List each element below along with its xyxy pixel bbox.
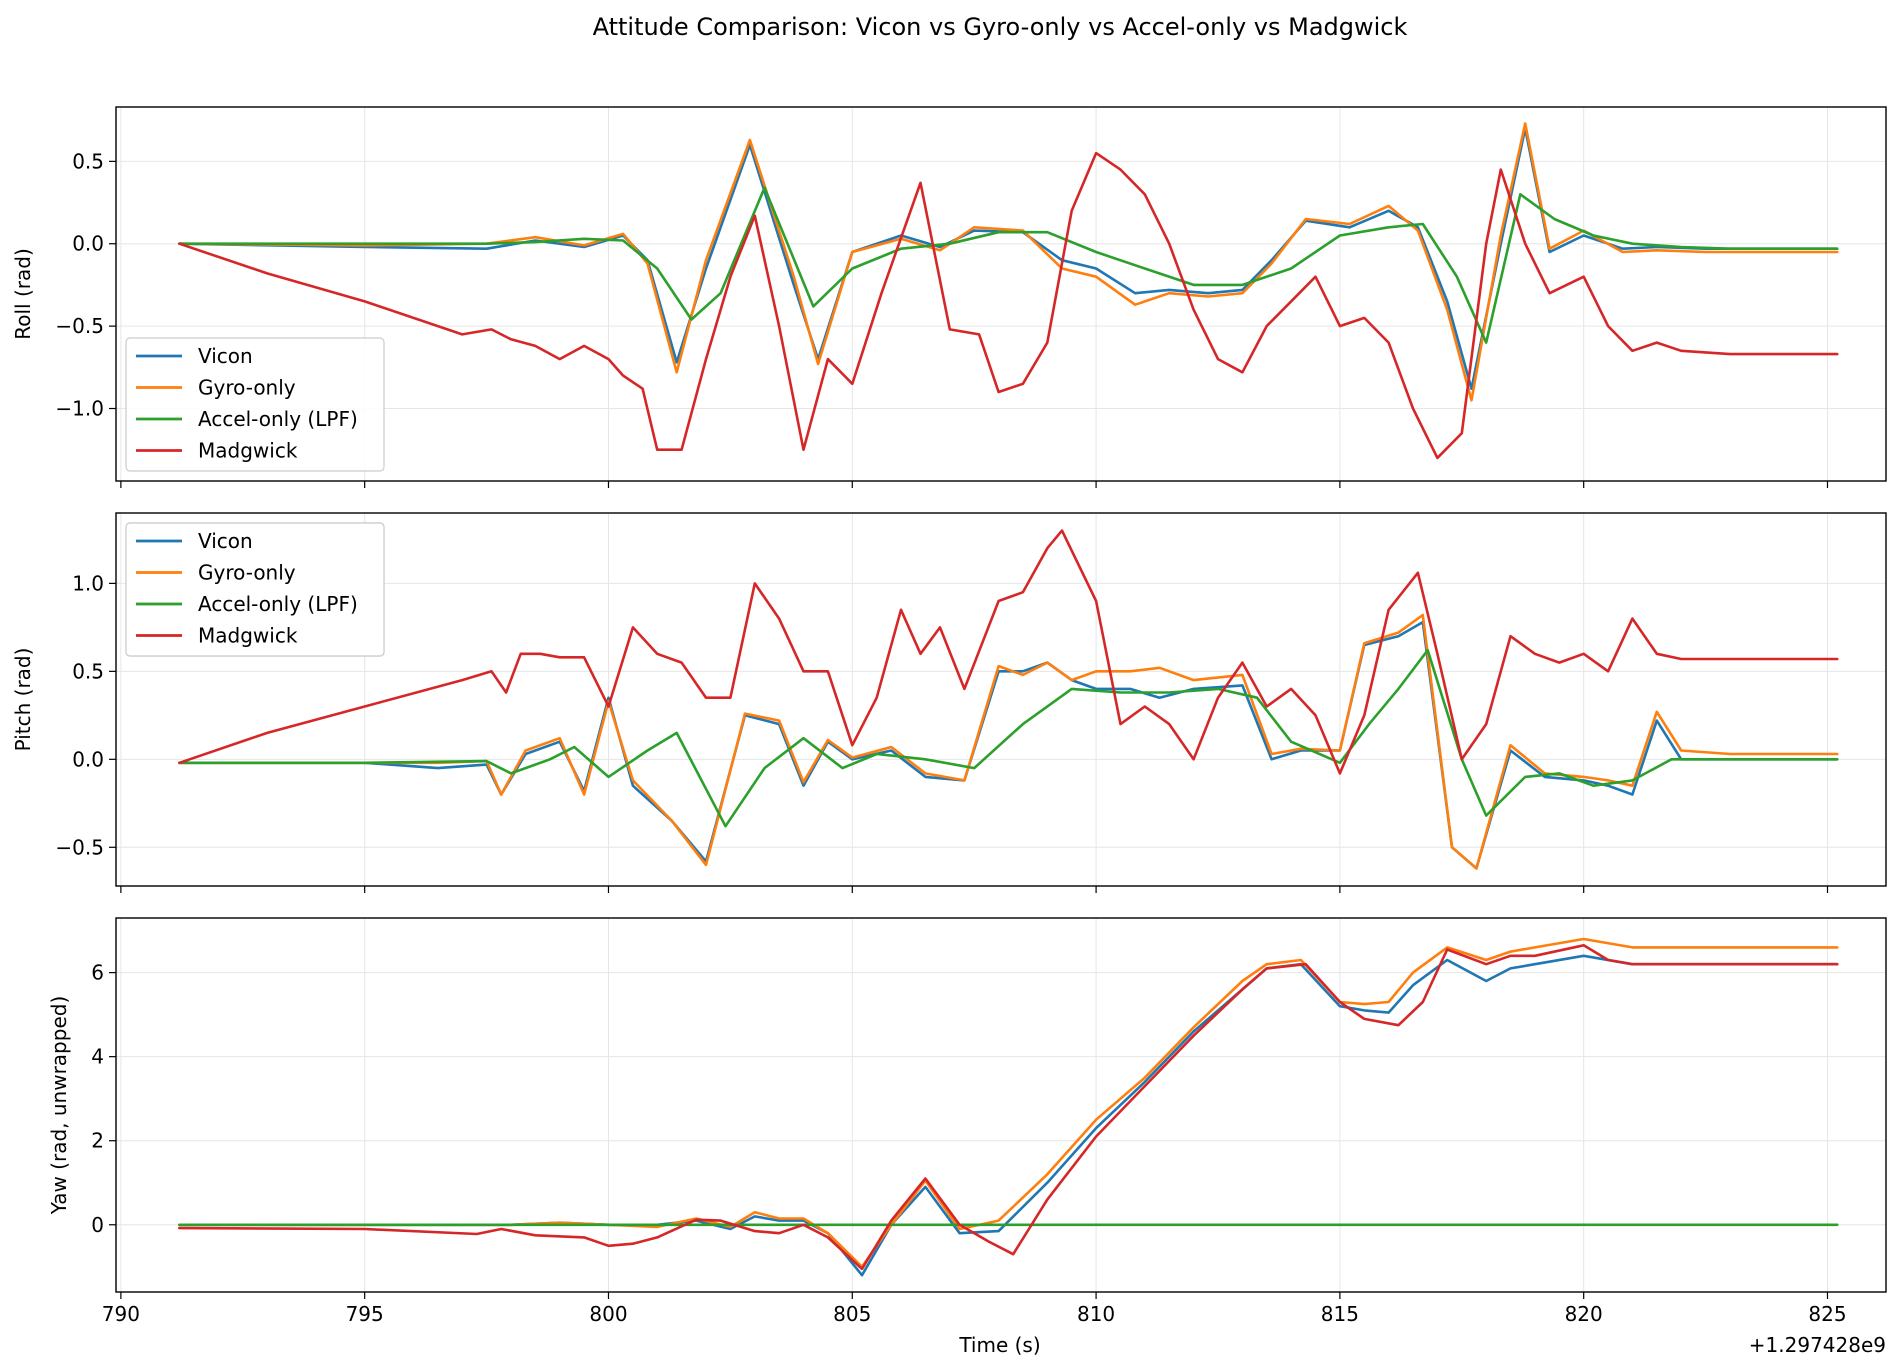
y-tick-label: −0.5 <box>55 314 104 338</box>
y-tick-label: 4 <box>91 1045 104 1069</box>
y-axis-label: Roll (rad) <box>11 248 35 339</box>
subplot-yaw: 790 795 800 805 810 815 820 825 6 4 2 0 Yaw (rad, un… <box>47 522 1887 1326</box>
axes-frame <box>115 106 1887 482</box>
y-tick-label: −1.0 <box>55 397 104 421</box>
legend: Vicon Gyro-only Accel-only (LPF) Madgwick <box>125 522 385 657</box>
legend-box <box>125 337 385 472</box>
y-tick-label: 0.0 <box>72 232 104 256</box>
y-axis-label: Yaw (rad, unwrapped) <box>47 996 71 1216</box>
legend-label-vicon: Vicon <box>198 344 253 368</box>
series-group <box>178 529 1839 870</box>
figure-title: Attitude Comparison: Vicon vs Gyro-only … <box>593 13 1408 41</box>
series-line-accel-only-lpf <box>178 186 1839 344</box>
x-axis-offset-label: +1.297428e9 <box>1749 1333 1886 1357</box>
y-tick-label: 0 <box>91 1213 104 1237</box>
series-group <box>178 122 1839 460</box>
series-line-vicon <box>178 620 1839 870</box>
series-line-gyro-only <box>178 613 1839 870</box>
x-tick-label: 795 <box>346 1302 384 1326</box>
legend-box <box>125 522 385 657</box>
x-tick-label: 805 <box>833 1302 871 1326</box>
legend-label-vicon: Vicon <box>198 529 253 553</box>
y-axis-label: Pitch (rad) <box>11 648 35 752</box>
x-tick-label: 820 <box>1565 1302 1603 1326</box>
series-line-madgwick <box>178 943 1839 1271</box>
y-tick-label: 6 <box>91 961 104 985</box>
y-tick-label: 0.5 <box>72 149 104 173</box>
legend-label-accel-only-lpf: Accel-only (LPF) <box>198 592 358 616</box>
legend-label-madgwick: Madgwick <box>198 439 298 463</box>
axes-frame <box>115 512 1887 887</box>
subplots: 0.5 0.0 −0.5 −1.0 Roll (rad) Vicon Gyro-only Ac… <box>11 106 1887 1326</box>
series-line-gyro-only <box>178 937 1839 1269</box>
y-tick-label: 1.0 <box>72 571 104 595</box>
x-tick-label: 815 <box>1321 1302 1359 1326</box>
series-line-vicon <box>178 127 1839 391</box>
y-tick-label: −0.5 <box>55 835 104 859</box>
x-axis-label: Time (s) <box>958 1333 1040 1357</box>
series-line-madgwick <box>178 529 1839 775</box>
legend-label-accel-only-lpf: Accel-only (LPF) <box>198 407 358 431</box>
legend-label-madgwick: Madgwick <box>198 624 298 648</box>
y-tick-label: 2 <box>91 1129 104 1153</box>
x-tick-label: 810 <box>1077 1302 1115 1326</box>
subplot-roll: 0.5 0.0 −0.5 −1.0 Roll (rad) Vicon Gyro-only Ac… <box>11 106 1887 488</box>
legend-label-gyro-only: Gyro-only <box>198 376 296 400</box>
series-line-gyro-only <box>178 122 1839 402</box>
x-tick-label: 825 <box>1808 1302 1846 1326</box>
series-line-vicon <box>178 954 1839 1277</box>
axes-frame <box>115 917 1887 1293</box>
x-tick-label: 800 <box>589 1302 627 1326</box>
x-tick-label: 790 <box>102 1302 140 1326</box>
y-tick-label: 0.0 <box>72 747 104 771</box>
y-tick-label: 0.5 <box>72 659 104 683</box>
legend-label-gyro-only: Gyro-only <box>198 561 296 585</box>
series-line-accel-only-lpf <box>178 648 1839 828</box>
series-group <box>178 937 1839 1277</box>
legend: Vicon Gyro-only Accel-only (LPF) Madgwick <box>125 337 385 472</box>
series-line-madgwick <box>178 151 1839 460</box>
